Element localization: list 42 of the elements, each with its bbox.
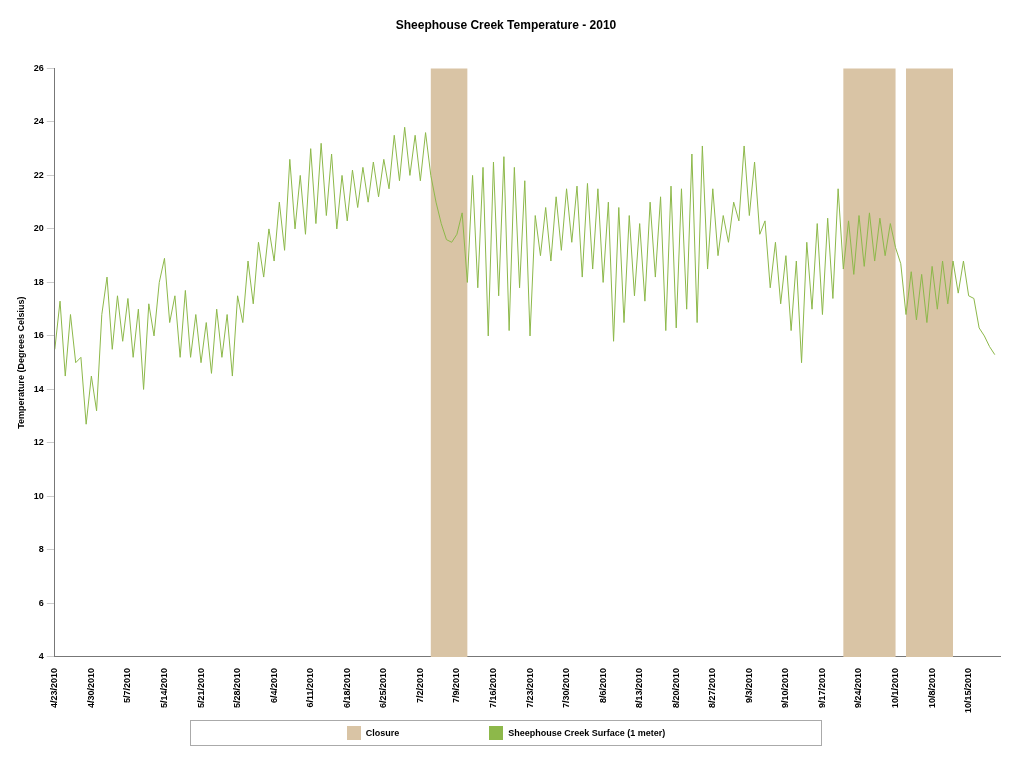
x-tick-label: 7/23/2010 bbox=[524, 667, 535, 708]
x-tick-label: 7/30/2010 bbox=[561, 667, 572, 708]
legend-label: Sheephouse Creek Surface (1 meter) bbox=[508, 728, 666, 738]
x-tick-label: 9/24/2010 bbox=[853, 667, 864, 708]
x-tick-label: 4/23/2010 bbox=[49, 667, 60, 708]
x-tick-label: 8/13/2010 bbox=[634, 667, 645, 708]
y-tick-label: 6 bbox=[38, 597, 44, 608]
x-tick-label: 6/18/2010 bbox=[341, 667, 352, 708]
x-tick-label: 5/7/2010 bbox=[122, 667, 133, 703]
x-tick-label: 8/20/2010 bbox=[670, 667, 681, 708]
x-tick-label: 8/27/2010 bbox=[707, 667, 718, 708]
y-tick-label: 12 bbox=[33, 437, 44, 448]
x-tick-label: 7/2/2010 bbox=[414, 667, 425, 703]
y-tick-label: 24 bbox=[33, 116, 44, 127]
x-tick-label: 10/8/2010 bbox=[926, 667, 937, 708]
x-tick-label: 4/30/2010 bbox=[85, 667, 96, 708]
x-tick-label: 5/14/2010 bbox=[158, 667, 169, 708]
y-tick-label: 26 bbox=[33, 62, 44, 73]
x-tick-label: 6/4/2010 bbox=[268, 667, 279, 703]
y-tick-label: 20 bbox=[33, 223, 44, 234]
y-tick-label: 4 bbox=[38, 651, 44, 662]
x-tick-label: 8/6/2010 bbox=[597, 667, 608, 703]
x-tick-label: 9/3/2010 bbox=[743, 667, 754, 703]
x-tick-label: 10/15/2010 bbox=[963, 667, 974, 713]
y-tick-label: 16 bbox=[33, 330, 44, 341]
chart-title: Sheephouse Creek Temperature - 2010 bbox=[395, 17, 617, 32]
y-tick-label: 22 bbox=[33, 169, 44, 180]
x-tick-label: 5/21/2010 bbox=[195, 667, 206, 708]
y-tick-label: 18 bbox=[33, 276, 44, 287]
x-tick-label: 9/10/2010 bbox=[780, 667, 791, 708]
y-tick-label: 8 bbox=[38, 544, 44, 555]
x-tick-label: 9/17/2010 bbox=[816, 667, 827, 708]
legend-label: Closure bbox=[365, 728, 400, 738]
x-tick-label: 6/11/2010 bbox=[305, 667, 316, 708]
x-tick-label: 5/28/2010 bbox=[232, 667, 243, 708]
x-tick-label: 10/1/2010 bbox=[890, 667, 901, 708]
y-tick-label: 14 bbox=[33, 383, 44, 394]
x-tick-label: 7/9/2010 bbox=[451, 667, 462, 703]
y-axis-title: Temperature (Degrees Celsius) bbox=[15, 296, 26, 429]
x-tick-label: 7/16/2010 bbox=[487, 667, 498, 708]
y-tick-label: 10 bbox=[33, 490, 44, 501]
x-tick-label: 6/25/2010 bbox=[378, 667, 389, 708]
